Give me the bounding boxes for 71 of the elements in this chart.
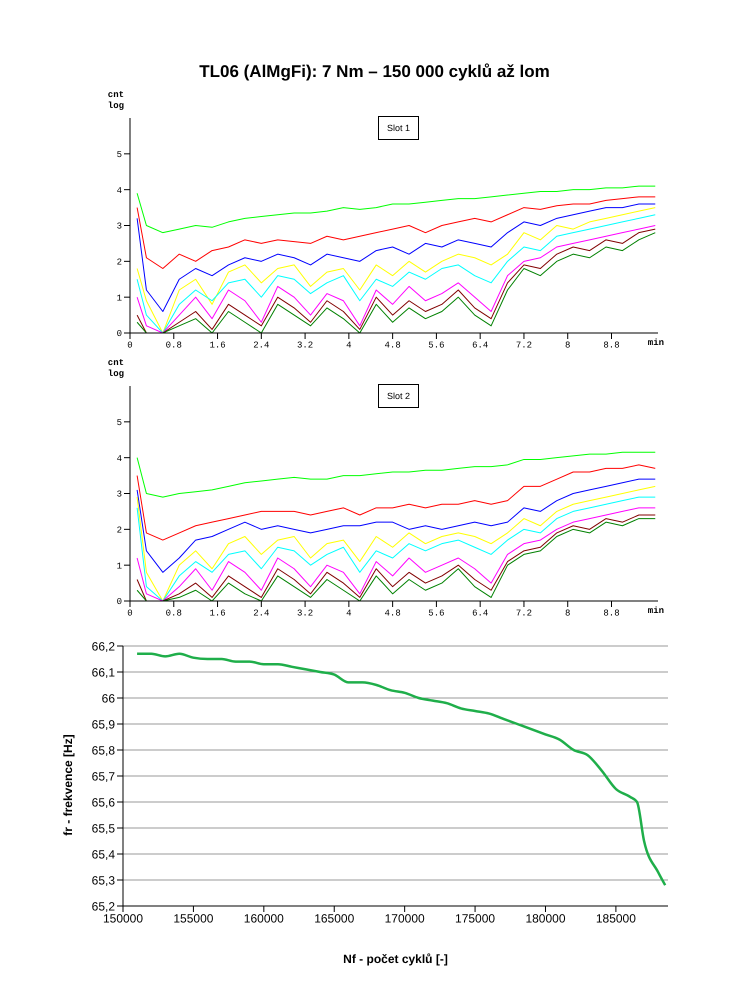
line-series (136, 652, 666, 886)
y-tick-label: 2 (116, 258, 122, 268)
x-tick-label: 3.2 (296, 340, 314, 350)
y-tick-label: 2 (116, 526, 122, 536)
y-tick-label: 3 (116, 222, 122, 232)
y-axis-title: cnt log (106, 90, 124, 112)
x-tick-label: 8 (565, 608, 570, 618)
x-axis-title: Nf - počet cyklů [-] (342, 952, 449, 966)
y-tick-label: 3 (116, 490, 122, 500)
y-tick-label: 65,7 (92, 769, 116, 784)
x-tick-label: 5.6 (428, 340, 445, 350)
y-tick-label: 5 (116, 418, 122, 428)
x-tick-label: 6.4 (472, 340, 488, 350)
x-tick-label: 3.2 (296, 608, 314, 618)
x-tick-label: 180000 (525, 912, 566, 926)
y-tick-label: 65,4 (92, 847, 116, 862)
x-tick-label: 4 (346, 608, 352, 618)
x-tick-label: 8 (565, 340, 570, 350)
y-tick-label: 66,1 (92, 665, 116, 680)
x-axis-title: min (648, 338, 664, 348)
y-tick-label: 4 (116, 454, 122, 464)
x-tick-label: 165000 (314, 912, 355, 926)
y-tick-label: 65,9 (92, 717, 116, 732)
x-tick-label: 155000 (173, 912, 214, 926)
y-tick-label: 5 (116, 150, 122, 160)
x-axis-title: min (648, 606, 664, 616)
x-tick-label: 8.8 (603, 340, 620, 350)
y-tick-label: 65,3 (92, 873, 116, 888)
line-series (136, 186, 656, 234)
x-tick-label: 150000 (102, 912, 144, 926)
y-tick-label: 1 (116, 293, 122, 304)
x-tick-label: 4.8 (384, 340, 401, 350)
x-tick-label: 1.6 (209, 340, 226, 350)
y-tick-label: 66,2 (92, 639, 116, 654)
x-tick-label: 185000 (596, 912, 636, 926)
y-axis-title: cnt log (106, 358, 124, 380)
annotation: Slot 2 (378, 384, 420, 408)
x-tick-label: 2.4 (253, 340, 270, 350)
x-tick-label: 7.2 (516, 608, 532, 618)
x-tick-label: 0 (127, 608, 133, 618)
y-tick-label: 65,5 (92, 821, 116, 836)
y-tick-label: 0 (116, 329, 122, 340)
x-tick-label: 7.2 (516, 340, 532, 350)
line-series (136, 204, 656, 312)
x-tick-label: 5.6 (428, 608, 445, 618)
x-tick-label: 170000 (384, 912, 425, 926)
x-tick-label: 6.4 (472, 608, 488, 618)
y-tick-label: 65,6 (92, 795, 116, 810)
x-tick-label: 4 (346, 340, 352, 350)
y-tick-label: 4 (116, 186, 122, 196)
y-tick-label: 1 (116, 561, 122, 572)
x-tick-label: 2.4 (253, 608, 270, 618)
line-series (136, 464, 656, 541)
y-tick-label: 0 (116, 597, 122, 608)
x-tick-label: 1.6 (209, 608, 226, 618)
line-series (136, 196, 656, 269)
y-tick-label: 66 (102, 691, 116, 706)
y-axis-title: fr - frekvence [Hz] (61, 733, 75, 838)
y-tick-label: 65,2 (92, 899, 116, 914)
x-tick-label: 8.8 (603, 608, 620, 618)
x-tick-label: 0.8 (166, 340, 182, 350)
x-tick-label: 175000 (455, 912, 496, 926)
y-tick-label: 65,8 (92, 743, 116, 758)
x-tick-label: 0 (127, 340, 133, 350)
line-series (136, 478, 656, 573)
x-tick-label: 160000 (244, 912, 284, 926)
x-tick-label: 0.8 (166, 608, 182, 618)
x-tick-label: 4.8 (384, 608, 401, 618)
line-series (136, 452, 656, 498)
chart-title: TL06 (AlMgFi): 7 Nm – 150 000 cyklů až lom (198, 62, 551, 82)
annotation: Slot 1 (378, 116, 420, 140)
